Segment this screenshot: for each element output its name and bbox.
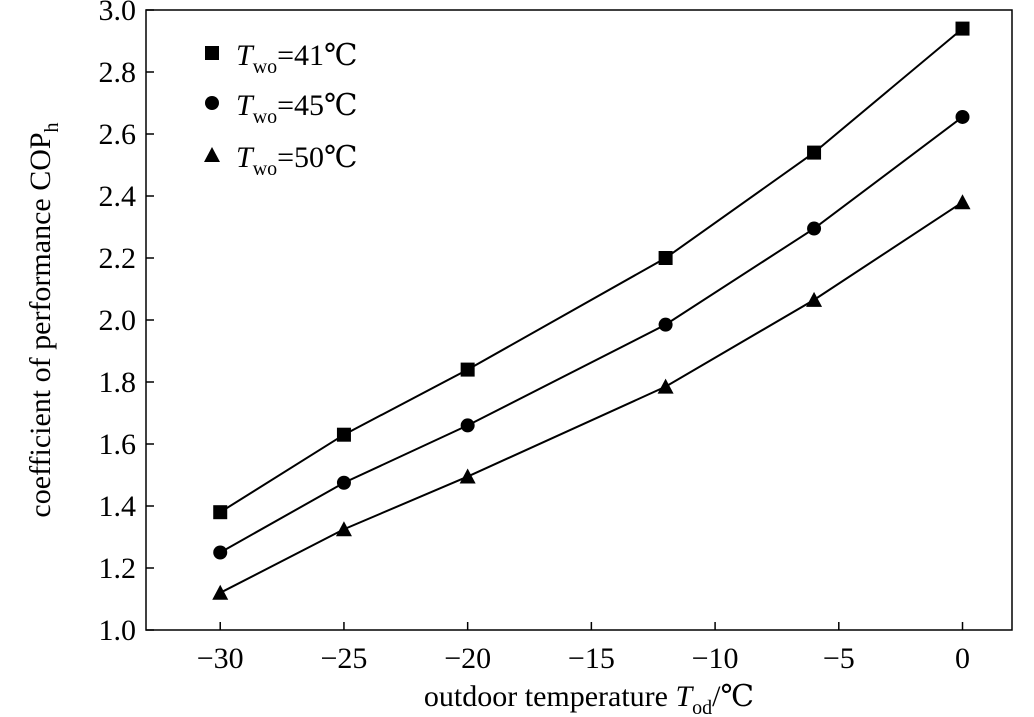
circle-marker [807,221,822,236]
square-marker [213,505,228,520]
circle-marker [213,545,228,560]
x-tick-label: −30 [197,642,244,675]
y-tick-label: 1.8 [99,366,137,399]
square-marker [807,145,822,160]
y-tick-label: 2.0 [99,304,137,337]
x-tick-label: −25 [320,642,367,675]
series-line [219,201,964,594]
y-tick-label: 2.6 [99,118,137,151]
square-marker [460,362,475,377]
triangle-marker [204,147,220,162]
x-tick-label: −5 [823,642,855,675]
series-line [219,116,964,554]
x-tick-label: −15 [568,642,615,675]
axes: −30 −25 −20 −15 −10 −5 0 1.0 1.2 1.4 1.6 1.8 2.0 2.2 2… [99,0,1013,675]
triangle-marker [657,378,674,394]
triangle-marker [212,584,229,600]
series-square [213,21,970,520]
x-tick-label: −20 [444,642,491,675]
circle-marker [336,475,351,490]
series-line [219,27,964,514]
triangle-marker [459,468,476,484]
axis-titles: outdoor temperature Tod/℃ coefficient of … [24,122,754,717]
series-triangle [212,194,971,600]
y-tick-label: 3.0 [99,0,137,27]
square-marker [205,46,219,60]
legend-item: Two=41℃ [205,39,358,78]
square-marker [336,427,351,442]
y-tick-label: 1.2 [99,552,137,585]
legend-label: Two=50℃ [236,141,358,180]
legend: Two=41℃ Two=45℃ Two=50℃ [204,39,358,180]
square-marker [955,21,970,36]
legend-item: Two=45℃ [205,89,358,128]
legend-item: Two=50℃ [204,141,358,180]
y-tick-label: 1.0 [99,614,137,647]
circle-marker [205,96,219,110]
y-tick-label: 1.4 [99,490,137,523]
series-group [212,21,971,600]
plot-frame [145,9,1013,631]
x-tick-label: −10 [692,642,739,675]
y-tick-label: 2.2 [99,242,137,275]
y-tick-label: 1.6 [99,428,137,461]
circle-marker [955,109,970,124]
legend-label: Two=45℃ [236,89,358,128]
triangle-marker [954,194,971,210]
triangle-marker [806,291,823,307]
square-marker [658,251,673,265]
y-axis-title: coefficient of performance COPh [24,122,63,517]
circle-marker [460,418,475,433]
x-axis-title: outdoor temperature Tod/℃ [424,680,754,717]
y-tick-label: 2.4 [99,180,137,213]
circle-marker [658,317,673,332]
legend-label: Two=41℃ [236,39,358,78]
triangle-marker [335,521,352,537]
series-circle [213,109,970,560]
y-tick-label: 2.8 [99,56,137,89]
x-tick-label: 0 [955,642,970,675]
